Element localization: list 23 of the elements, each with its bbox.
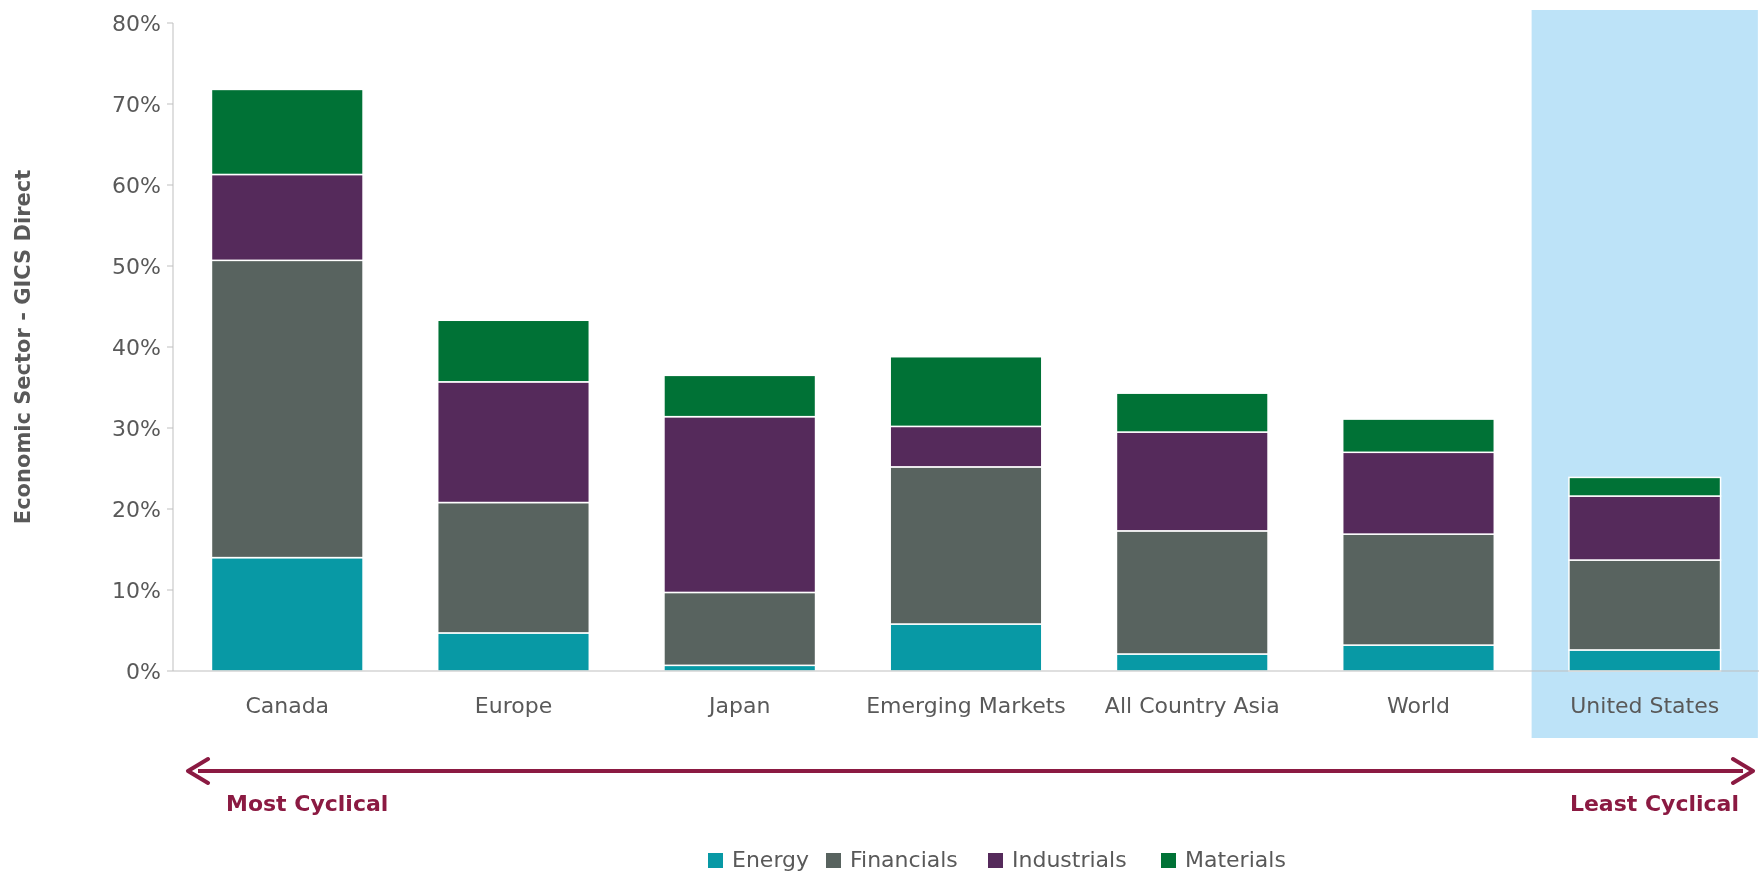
y-tick-label: 80% xyxy=(112,10,161,36)
x-tick-label: Emerging Markets xyxy=(866,693,1066,718)
y-tick-label: 20% xyxy=(112,496,161,522)
y-tick-label: 50% xyxy=(112,253,161,279)
legend-label: Energy xyxy=(732,847,810,872)
y-tick-label: 40% xyxy=(112,334,161,360)
y-tick-label: 10% xyxy=(112,577,161,603)
x-tick-label: World xyxy=(1386,693,1451,718)
text: Least Cyclical xyxy=(1569,791,1739,816)
x-tick-label: Canada xyxy=(245,693,330,718)
legend-label: Industrials xyxy=(1012,847,1127,872)
legend-label: Financials xyxy=(850,847,958,872)
y-axis-title: Economic Sector - GICS Direct xyxy=(11,169,35,525)
y-tick-label: 30% xyxy=(112,415,161,441)
x-tick-label: Japan xyxy=(707,693,771,718)
legend-label: Materials xyxy=(1185,847,1286,872)
y-tick-label: 70% xyxy=(112,91,161,117)
y-tick-label: 0% xyxy=(126,658,161,684)
text: Most Cyclical xyxy=(226,791,389,816)
x-tick-label: Europe xyxy=(474,693,553,718)
y-tick-label: 60% xyxy=(112,172,161,198)
x-tick-label: United States xyxy=(1570,693,1720,718)
x-tick-label: All Country Asia xyxy=(1104,693,1280,718)
